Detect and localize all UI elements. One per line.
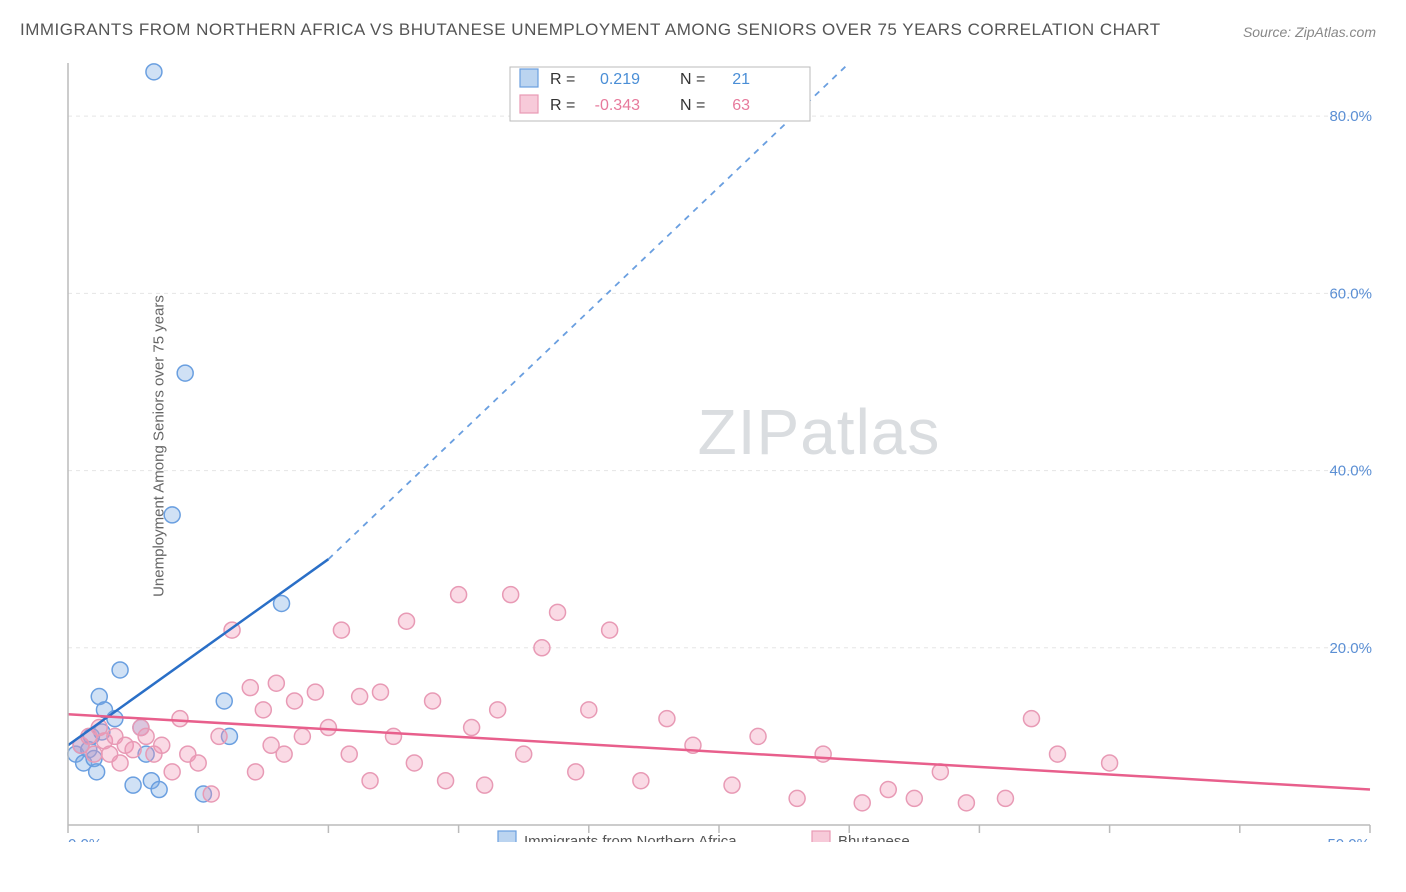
data-point [242, 680, 258, 696]
source-prefix: Source: [1243, 24, 1295, 40]
data-point [854, 795, 870, 811]
data-point [211, 728, 227, 744]
data-point [581, 702, 597, 718]
chart-area: ZIPatlas 0.0% 50.0% 20.0% 40.0% 60.0% 80.0% R =… [50, 55, 1386, 842]
data-point [294, 728, 310, 744]
data-point [146, 64, 162, 80]
data-point [125, 742, 141, 758]
legend-r-label: R = [550, 71, 575, 88]
data-point [789, 790, 805, 806]
data-point [451, 587, 467, 603]
data-point [372, 684, 388, 700]
legend-r-value: -0.343 [595, 97, 640, 114]
data-point [406, 755, 422, 771]
data-point [276, 746, 292, 762]
chart-title: IMMIGRANTS FROM NORTHERN AFRICA VS BHUTA… [20, 20, 1161, 40]
data-point [1102, 755, 1118, 771]
legend-swatch [520, 69, 538, 87]
x-tick-label: 0.0% [68, 836, 102, 842]
data-point [516, 746, 532, 762]
data-point [997, 790, 1013, 806]
legend-n-value: 63 [732, 97, 750, 114]
data-point [1023, 711, 1039, 727]
data-point [341, 746, 357, 762]
data-point [750, 728, 766, 744]
y-tick-label: 20.0% [1329, 640, 1372, 657]
data-point [503, 587, 519, 603]
legend-n-value: 21 [732, 71, 750, 88]
bottom-legend-swatch [812, 831, 830, 842]
legend-swatch [520, 95, 538, 113]
data-point [125, 777, 141, 793]
legend-r-label: R = [550, 97, 575, 114]
data-point [724, 777, 740, 793]
data-point [154, 737, 170, 753]
data-point [320, 720, 336, 736]
trendline-pink [68, 714, 1370, 789]
data-point [362, 773, 378, 789]
data-point [906, 790, 922, 806]
data-point [568, 764, 584, 780]
data-point [177, 365, 193, 381]
data-point [89, 764, 105, 780]
legend-n-label: N = [680, 97, 705, 114]
data-point [190, 755, 206, 771]
x-tick-label: 50.0% [1327, 836, 1370, 842]
y-tick-label: 40.0% [1329, 463, 1372, 480]
data-point [255, 702, 271, 718]
data-point [425, 693, 441, 709]
data-point [386, 728, 402, 744]
data-point [112, 662, 128, 678]
data-point [815, 746, 831, 762]
data-point [659, 711, 675, 727]
data-point [958, 795, 974, 811]
legend-n-label: N = [680, 71, 705, 88]
data-point [164, 507, 180, 523]
data-point [112, 755, 128, 771]
scatter-chart: ZIPatlas 0.0% 50.0% 20.0% 40.0% 60.0% 80.0% R =… [50, 55, 1386, 842]
data-point [602, 622, 618, 638]
data-point [268, 675, 284, 691]
data-point [352, 689, 368, 705]
bottom-legend-label: Bhutanese [838, 833, 910, 842]
data-point [333, 622, 349, 638]
data-point [490, 702, 506, 718]
data-point [138, 728, 154, 744]
data-point [307, 684, 323, 700]
legend-r-value: 0.219 [600, 71, 640, 88]
y-tick-label: 80.0% [1329, 108, 1372, 125]
data-point [534, 640, 550, 656]
data-point [1050, 746, 1066, 762]
watermark: ZIPatlas [698, 396, 941, 468]
data-point [172, 711, 188, 727]
data-point [164, 764, 180, 780]
data-point [399, 613, 415, 629]
y-tick-label: 60.0% [1329, 285, 1372, 302]
trendline-blue-extrapolated [328, 63, 849, 559]
data-point [477, 777, 493, 793]
data-point [880, 782, 896, 798]
data-point [438, 773, 454, 789]
data-point [151, 782, 167, 798]
data-point [247, 764, 263, 780]
data-point [633, 773, 649, 789]
data-point [550, 604, 566, 620]
data-point [287, 693, 303, 709]
bottom-legend-label: Immigrants from Northern Africa [524, 833, 737, 842]
bottom-legend-swatch [498, 831, 516, 842]
data-point [464, 720, 480, 736]
data-point [203, 786, 219, 802]
source-attribution: Source: ZipAtlas.com [1243, 24, 1376, 40]
data-point [86, 746, 102, 762]
data-point [216, 693, 232, 709]
source-name: ZipAtlas.com [1295, 24, 1376, 40]
